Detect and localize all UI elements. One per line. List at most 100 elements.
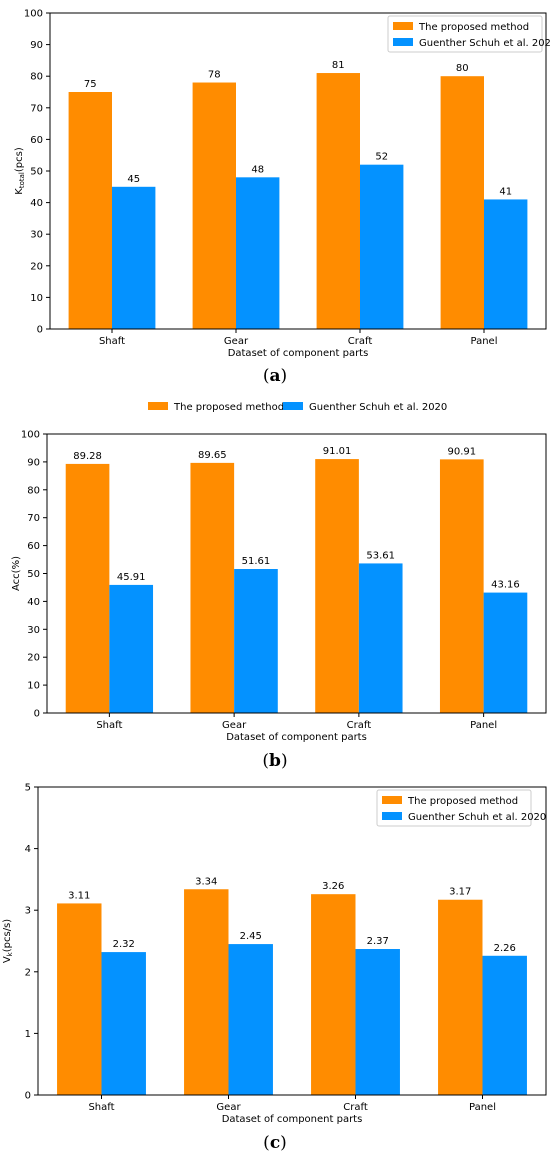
bar-guenther-panel bbox=[484, 199, 528, 329]
data-label: 2.26 bbox=[494, 943, 516, 954]
x-tick-label: Shaft bbox=[99, 336, 125, 347]
legend-swatch bbox=[393, 22, 413, 30]
bar-guenther-shaft bbox=[112, 186, 156, 329]
x-axis-label: Dataset of component parts bbox=[228, 348, 369, 359]
bar-guenther-panel bbox=[483, 592, 528, 713]
legend-box bbox=[387, 15, 543, 53]
panel-caption: (c) bbox=[263, 1133, 287, 1153]
x-tick-label: Gear bbox=[216, 1102, 241, 1113]
plot-frame bbox=[37, 786, 547, 1096]
chart-panel-a: 75 78 81 80 45 48 52 41 0 10 20 30 40 50 60 70 80 90 100 Sh… bbox=[14, 9, 550, 387]
data-label: 90.91 bbox=[447, 446, 476, 457]
bar-proposed-panel bbox=[438, 899, 483, 1095]
y-tick-label: 3 bbox=[25, 906, 31, 917]
y-tick-label: 100 bbox=[24, 9, 43, 20]
legend-swatch bbox=[382, 812, 402, 820]
y-tick-label: 60 bbox=[30, 135, 43, 146]
y-tick-label: 40 bbox=[30, 198, 43, 209]
data-label: 78 bbox=[208, 70, 221, 81]
bar-guenther-craft bbox=[360, 164, 404, 329]
x-axis-label: Dataset of component parts bbox=[226, 732, 367, 743]
y-tick-label: 30 bbox=[30, 230, 43, 241]
y-tick-label: 0 bbox=[34, 709, 40, 720]
y-tick-label: 4 bbox=[25, 844, 31, 855]
y-tick-label: 100 bbox=[21, 430, 40, 441]
data-label: 80 bbox=[456, 63, 469, 74]
y-tick-label: 2 bbox=[25, 967, 31, 978]
x-tick-label: Craft bbox=[343, 1102, 368, 1113]
y-tick-label: 1 bbox=[25, 1029, 31, 1040]
data-label: 52 bbox=[375, 152, 388, 163]
legend-swatch bbox=[148, 402, 168, 410]
y-tick-label: 50 bbox=[30, 167, 43, 178]
bar-proposed-shaft bbox=[57, 903, 102, 1095]
y-tick-label: 0 bbox=[37, 325, 43, 336]
y-tick-label: 50 bbox=[27, 569, 40, 580]
panel-caption: (b) bbox=[262, 751, 287, 771]
legend: The proposed method Guenther Schuh et al.… bbox=[148, 402, 447, 413]
data-label: 3.26 bbox=[322, 881, 344, 892]
y-tick-label: 0 bbox=[25, 1091, 31, 1102]
x-tick-label: Panel bbox=[471, 336, 498, 347]
x-tick-label: Craft bbox=[348, 336, 373, 347]
bar-proposed-craft bbox=[316, 73, 360, 329]
bar-proposed-panel bbox=[439, 459, 484, 713]
bar-proposed-craft bbox=[315, 459, 359, 713]
data-label: 48 bbox=[251, 164, 264, 175]
bar-guenther-shaft bbox=[109, 584, 154, 713]
bar-guenther-gear bbox=[236, 177, 280, 329]
y-tick-label: 20 bbox=[30, 261, 43, 272]
bar-guenther-craft bbox=[358, 563, 403, 713]
y-tick-label: 10 bbox=[30, 293, 43, 304]
data-label: 2.37 bbox=[367, 936, 389, 947]
y-tick-label: 70 bbox=[27, 513, 40, 524]
data-label: 91.01 bbox=[323, 446, 352, 457]
legend-swatch bbox=[382, 796, 402, 804]
chart-panel-b: 89.28 89.65 91.01 90.91 45.91 51.61 53.61 43.16… bbox=[11, 402, 547, 771]
data-label: 45.91 bbox=[117, 572, 146, 583]
data-label: 51.61 bbox=[242, 556, 271, 567]
x-tick-label: Shaft bbox=[96, 720, 122, 731]
x-tick-label: Gear bbox=[224, 336, 249, 347]
data-label: 53.61 bbox=[366, 550, 395, 561]
y-tick-label: 5 bbox=[25, 783, 31, 794]
bar-proposed-panel bbox=[440, 76, 484, 329]
legend-label: The proposed method bbox=[418, 22, 529, 33]
legend-label: Guenther Schuh et al. 2020 bbox=[408, 812, 546, 823]
data-label: 89.28 bbox=[73, 451, 102, 462]
y-tick-label: 30 bbox=[27, 625, 40, 636]
legend-label: The proposed method bbox=[407, 796, 518, 807]
bar-proposed-gear bbox=[192, 82, 236, 330]
y-tick-label: 60 bbox=[27, 541, 40, 552]
x-tick-label: Panel bbox=[469, 1102, 496, 1113]
bar-guenther-gear bbox=[234, 569, 278, 713]
x-tick-label: Shaft bbox=[88, 1102, 114, 1113]
y-tick-label: 10 bbox=[27, 681, 40, 692]
bar-guenther-gear bbox=[228, 944, 273, 1095]
legend-label: Guenther Schuh et al. 2020 bbox=[419, 38, 550, 49]
x-tick-label: Gear bbox=[222, 720, 247, 731]
bar-proposed-shaft bbox=[65, 463, 110, 713]
data-label: 3.11 bbox=[68, 890, 90, 901]
y-tick-label: 70 bbox=[30, 103, 43, 114]
data-label: 41 bbox=[499, 186, 512, 197]
data-label: 3.34 bbox=[195, 876, 217, 887]
legend-swatch bbox=[393, 38, 413, 46]
y-axis-label: Ktotal(pcs) bbox=[14, 147, 26, 195]
y-tick-label: 90 bbox=[27, 457, 40, 468]
legend: The proposed method Guenther Schuh et al.… bbox=[376, 789, 546, 827]
data-label: 43.16 bbox=[491, 580, 520, 591]
legend: The proposed method Guenther Schuh et al.… bbox=[387, 15, 550, 53]
bar-proposed-craft bbox=[311, 894, 356, 1095]
data-label: 2.45 bbox=[240, 931, 262, 942]
data-label: 89.65 bbox=[198, 450, 227, 461]
data-label: 81 bbox=[332, 60, 345, 71]
data-label: 2.32 bbox=[113, 939, 135, 950]
y-tick-label: 40 bbox=[27, 597, 40, 608]
y-tick-label: 80 bbox=[30, 72, 43, 83]
y-axis-label: Vk(pcs/s) bbox=[2, 919, 14, 963]
bar-proposed-gear bbox=[190, 462, 235, 713]
bar-guenther-craft bbox=[355, 949, 400, 1095]
legend-box bbox=[376, 789, 532, 827]
